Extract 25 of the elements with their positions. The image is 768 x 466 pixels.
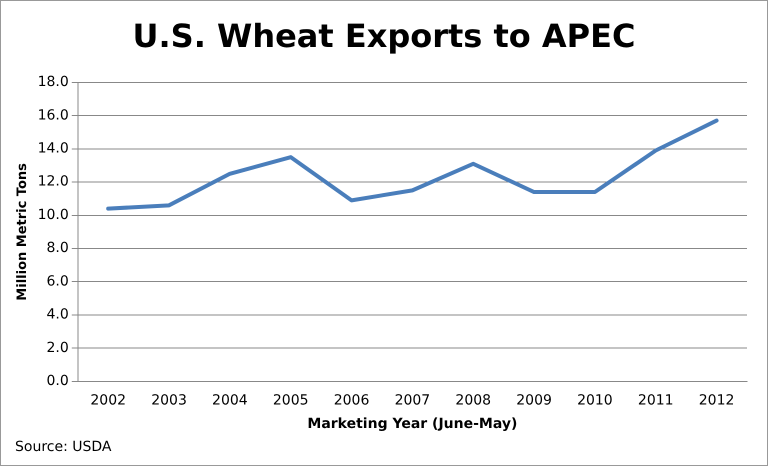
y-tick-label: 0.0 bbox=[46, 373, 69, 390]
x-tick-label: 2007 bbox=[394, 392, 430, 408]
x-tick-label: 2008 bbox=[455, 392, 492, 408]
x-tick-label: 2005 bbox=[272, 392, 309, 408]
x-tick-label: 2011 bbox=[638, 392, 674, 408]
y-tick-label: 14.0 bbox=[38, 140, 69, 156]
chart-title: U.S. Wheat Exports to APEC bbox=[132, 17, 636, 55]
x-tick-label: 2004 bbox=[212, 392, 248, 408]
y-tick-label: 4.0 bbox=[46, 306, 69, 323]
x-tick-label: 2012 bbox=[698, 392, 734, 408]
y-tick-label: 12.0 bbox=[38, 174, 69, 190]
y-axis-title: Million Metric Tons bbox=[15, 162, 30, 301]
x-tick-label: 2002 bbox=[90, 392, 126, 408]
x-tick-label: 2010 bbox=[577, 392, 613, 408]
x-axis-title: Marketing Year (June-May) bbox=[307, 416, 518, 432]
x-tick-label: 2003 bbox=[151, 392, 187, 408]
source-note: Source: USDA bbox=[15, 439, 112, 455]
y-tick-label: 2.0 bbox=[46, 340, 69, 356]
y-tick-label: 10.0 bbox=[38, 206, 69, 223]
x-tick-label: 2006 bbox=[334, 392, 370, 408]
y-tick-label: 6.0 bbox=[46, 273, 69, 290]
x-tick-label: 2009 bbox=[516, 392, 552, 408]
y-tick-label: 8.0 bbox=[46, 240, 69, 256]
y-tick-label: 18.0 bbox=[38, 74, 69, 90]
y-tick-label: 16.0 bbox=[38, 107, 69, 124]
